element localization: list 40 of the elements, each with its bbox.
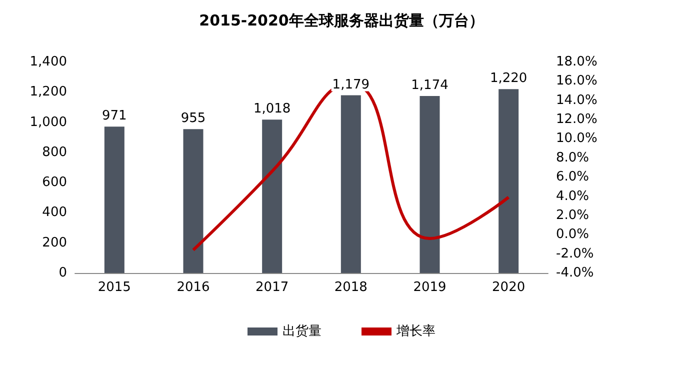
x-tick-label: 2020 — [492, 280, 526, 295]
bar — [498, 89, 519, 273]
data-label: 1,018 — [253, 102, 291, 117]
y-tick-label: 1,400 — [30, 54, 67, 70]
data-label: 1,220 — [490, 71, 528, 86]
y2-tick-label: 4.0% — [556, 188, 590, 204]
legend-label: 增长率 — [396, 323, 436, 339]
y2-tick-label: 2.0% — [556, 208, 590, 223]
bar — [262, 120, 282, 273]
data-label: 971 — [102, 108, 127, 124]
y-tick-label: 400 — [42, 205, 67, 220]
y2-tick-label: 10.0% — [556, 131, 598, 146]
x-tick-label: 2015 — [98, 280, 131, 295]
y2-tick-label: 6.0% — [556, 170, 590, 185]
x-tick-label: 2017 — [256, 280, 289, 295]
x-tick-label: 2016 — [176, 280, 210, 295]
y-tick-label: 200 — [42, 235, 67, 250]
data-label: 1,174 — [411, 78, 448, 94]
bar — [104, 126, 124, 273]
bar — [340, 95, 361, 273]
y-tick-label: 1,200 — [30, 84, 67, 100]
y-tick-label: 800 — [42, 144, 67, 160]
y2-tick-label: 8.0% — [556, 150, 590, 166]
y2-tick-label: -2.0% — [556, 246, 594, 262]
bar — [183, 129, 204, 273]
bar — [420, 96, 440, 273]
y2-tick-label: 14.0% — [556, 92, 598, 108]
data-label: 955 — [180, 111, 206, 126]
y2-tick-label: 12.0% — [556, 112, 598, 128]
y-tick-label: 600 — [42, 175, 67, 190]
x-tick-label: 2019 — [413, 280, 446, 295]
legend-label: 出货量 — [282, 324, 322, 339]
x-tick-label: 2018 — [334, 280, 368, 295]
y2-tick-label: 18.0% — [556, 54, 598, 70]
y2-tick-label: 16.0% — [556, 74, 598, 89]
y-tick-label: 0 — [58, 266, 67, 280]
y-tick-label: 1,000 — [30, 114, 67, 130]
y2-tick-label: -4.0% — [556, 266, 594, 280]
y2-tick-label: 0.0% — [556, 227, 590, 242]
chart-title: 2015-2020年全球服务器出货量（万台） — [199, 12, 484, 30]
